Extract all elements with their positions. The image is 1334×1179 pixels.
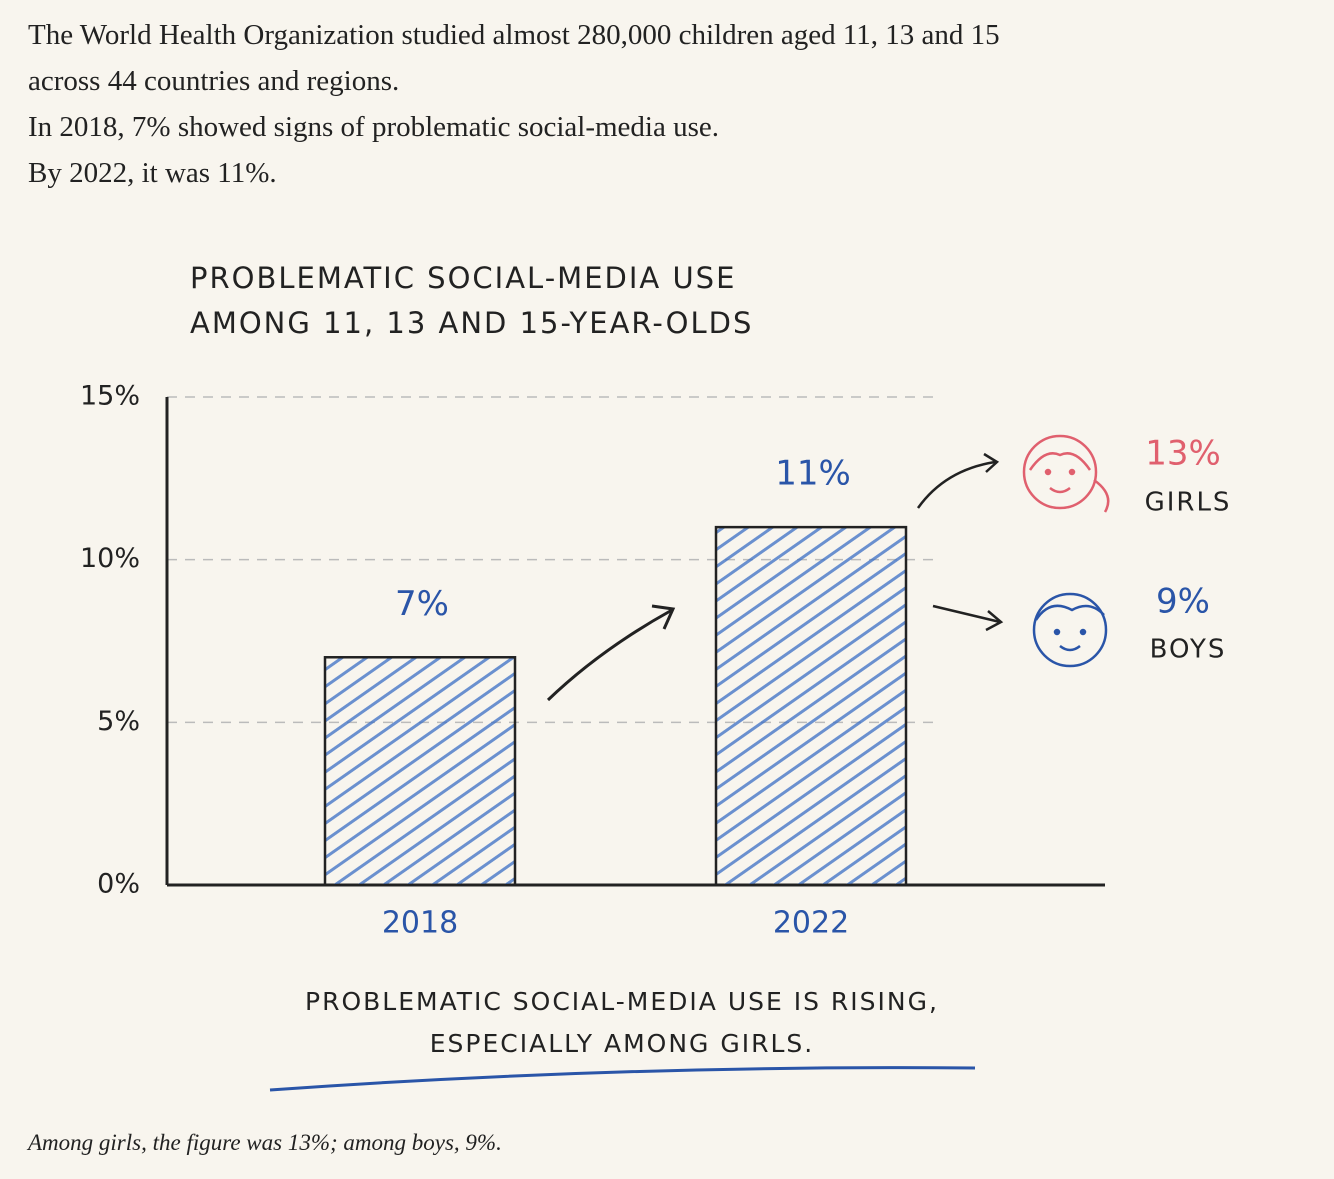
intro-line: In 2018, 7% showed signs of problematic … — [28, 111, 720, 143]
intro-line: The World Health Organization studied al… — [28, 19, 1000, 51]
value-label: 11% — [775, 454, 851, 494]
arrow — [546, 608, 673, 702]
y-tick-label: 10% — [80, 543, 140, 574]
arrow — [916, 460, 996, 509]
breakdown-value: 13% — [1145, 434, 1221, 474]
x-tick-label: 2022 — [773, 906, 849, 941]
x-tick-label: 2018 — [382, 906, 458, 941]
intro-line: By 2022, it was 11%. — [28, 157, 277, 189]
underline — [269, 1066, 976, 1092]
conclusion: ESPECIALLY AMONG GIRLS. — [430, 1029, 814, 1058]
value-label: 7% — [395, 584, 449, 624]
boy-icon — [1032, 592, 1108, 668]
bar — [714, 525, 908, 887]
arrow — [932, 604, 1001, 624]
y-tick-label: 5% — [97, 706, 140, 737]
intro: The World Health Organization studied al… — [28, 12, 1000, 196]
chart-title: AMONG 11, 13 AND 15-YEAR-OLDS — [190, 306, 753, 340]
y-tick-label: 0% — [97, 869, 140, 900]
chart-title: PROBLEMATIC SOCIAL-MEDIA USE — [190, 261, 736, 295]
breakdown-name: GIRLS — [1145, 488, 1232, 518]
y-tick-label: 15% — [80, 381, 140, 412]
bar — [323, 656, 517, 887]
arrow-head — [983, 452, 1000, 473]
conclusion: PROBLEMATIC SOCIAL-MEDIA USE IS RISING, — [305, 987, 939, 1016]
breakdown-value: 9% — [1156, 582, 1210, 622]
intro-line: across 44 countries and regions. — [28, 65, 400, 97]
arrow-head — [985, 610, 1004, 632]
caption: Among girls, the figure was 13%; among b… — [28, 1130, 502, 1155]
arrow-head — [651, 604, 676, 630]
girl-icon — [1022, 434, 1110, 513]
breakdown-name: BOYS — [1150, 635, 1227, 665]
